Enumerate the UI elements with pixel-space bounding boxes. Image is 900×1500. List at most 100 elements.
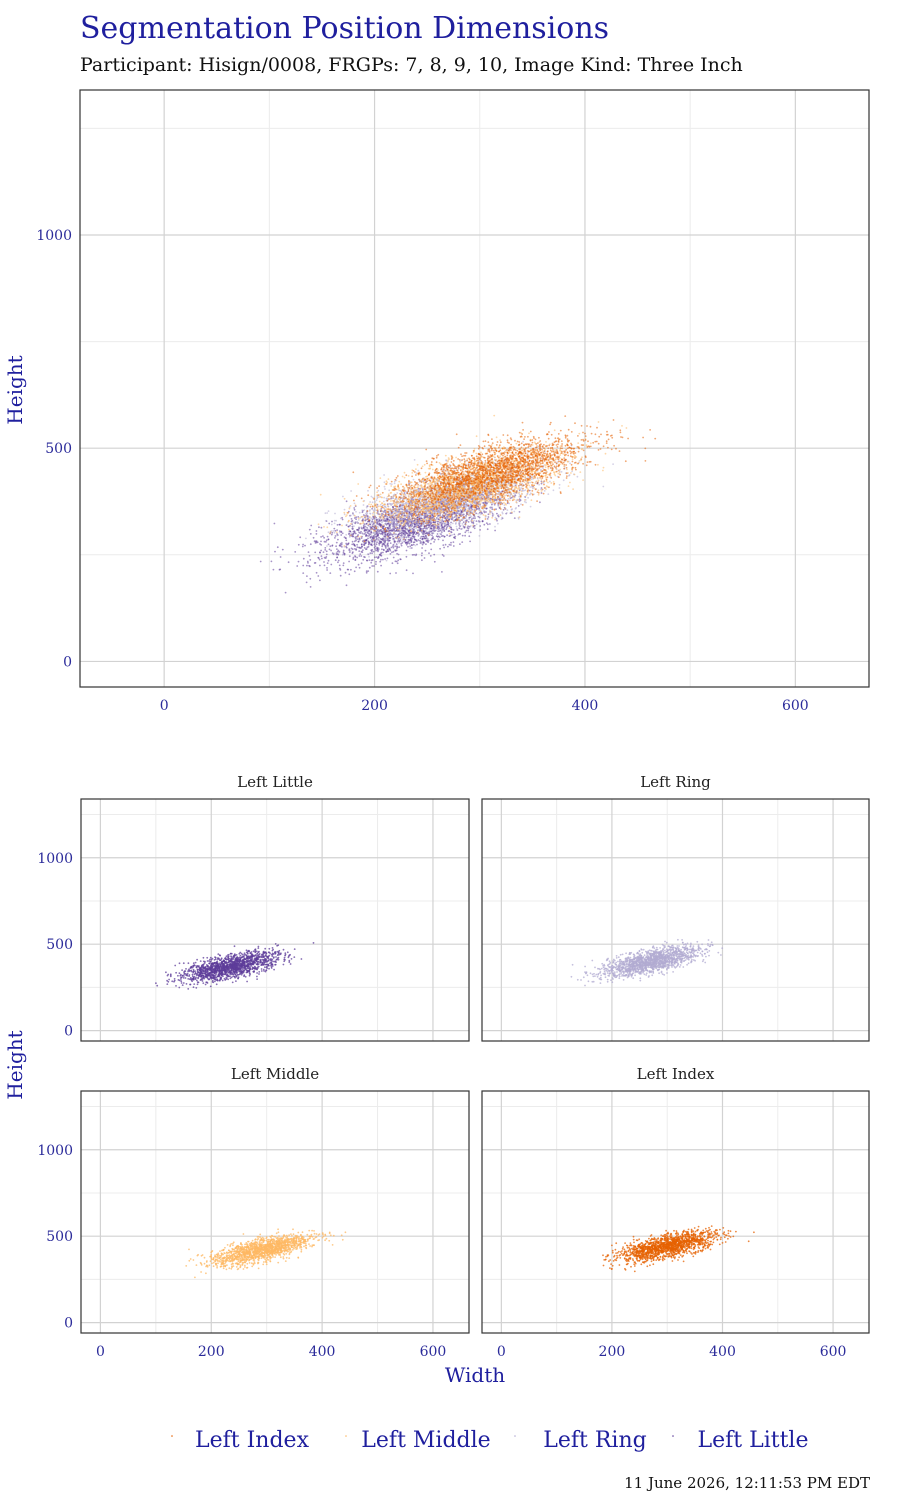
data-point bbox=[336, 529, 338, 531]
data-point bbox=[510, 508, 513, 511]
data-point bbox=[411, 518, 413, 521]
data-point bbox=[539, 501, 541, 504]
data-point bbox=[389, 519, 392, 522]
data-point bbox=[497, 515, 500, 518]
data-point bbox=[344, 571, 347, 574]
data-point bbox=[361, 551, 364, 554]
data-point bbox=[434, 521, 436, 524]
data-point bbox=[423, 463, 426, 466]
data-point bbox=[384, 539, 386, 542]
data-point bbox=[399, 510, 402, 513]
data-point bbox=[507, 498, 510, 500]
data-point bbox=[386, 520, 388, 523]
data-point bbox=[520, 503, 522, 506]
data-point bbox=[415, 553, 418, 556]
data-point bbox=[426, 538, 429, 540]
data-point bbox=[360, 537, 363, 539]
data-point bbox=[370, 534, 373, 537]
data-point bbox=[353, 532, 356, 534]
data-point bbox=[421, 543, 424, 546]
data-point bbox=[480, 506, 482, 508]
data-point bbox=[396, 562, 399, 565]
data-point bbox=[320, 526, 323, 529]
data-point bbox=[354, 559, 357, 561]
data-point bbox=[361, 527, 363, 530]
panel-background bbox=[80, 90, 869, 687]
data-point bbox=[394, 549, 396, 551]
data-point bbox=[325, 553, 328, 556]
data-point bbox=[444, 543, 447, 546]
data-point bbox=[504, 508, 507, 510]
data-point bbox=[386, 539, 388, 542]
data-point bbox=[348, 573, 351, 576]
data-point bbox=[422, 530, 425, 532]
data-point bbox=[392, 545, 394, 548]
data-point bbox=[281, 548, 284, 551]
data-point bbox=[378, 522, 381, 525]
data-point bbox=[342, 495, 344, 498]
data-point bbox=[324, 557, 327, 559]
data-point bbox=[352, 558, 355, 560]
data-point bbox=[457, 510, 459, 513]
data-point bbox=[421, 559, 423, 562]
data-point bbox=[439, 547, 441, 550]
data-point bbox=[323, 526, 325, 528]
data-point bbox=[477, 507, 480, 510]
data-point bbox=[339, 530, 341, 532]
data-point bbox=[452, 541, 455, 543]
data-point bbox=[405, 549, 408, 552]
data-point bbox=[430, 530, 432, 533]
data-point bbox=[494, 456, 496, 459]
data-point bbox=[429, 528, 431, 531]
data-point bbox=[405, 509, 408, 511]
data-point bbox=[350, 547, 353, 550]
data-point bbox=[325, 519, 327, 522]
data-point bbox=[464, 525, 467, 528]
data-point bbox=[437, 528, 440, 531]
data-point bbox=[360, 562, 363, 565]
data-point bbox=[432, 521, 435, 523]
data-point bbox=[355, 549, 357, 551]
data-point bbox=[325, 539, 328, 542]
data-point bbox=[497, 522, 499, 525]
data-point bbox=[425, 536, 428, 539]
data-point bbox=[392, 527, 395, 529]
data-point bbox=[513, 510, 516, 513]
data-point bbox=[386, 533, 389, 536]
data-point bbox=[424, 527, 427, 530]
data-point bbox=[380, 564, 382, 567]
data-point bbox=[347, 525, 350, 528]
data-point bbox=[508, 502, 511, 505]
data-point bbox=[437, 510, 440, 513]
data-point bbox=[405, 525, 408, 528]
data-point bbox=[331, 520, 333, 523]
data-point bbox=[342, 549, 345, 552]
data-point bbox=[320, 544, 323, 546]
data-point bbox=[445, 459, 447, 461]
data-point bbox=[330, 549, 332, 552]
data-point bbox=[393, 516, 396, 519]
data-point bbox=[393, 482, 396, 485]
data-point bbox=[363, 509, 366, 511]
data-point bbox=[424, 535, 427, 537]
data-point bbox=[361, 545, 363, 548]
data-point bbox=[358, 566, 361, 569]
data-point bbox=[345, 523, 348, 526]
data-point bbox=[353, 502, 356, 505]
data-point bbox=[387, 540, 390, 543]
data-point bbox=[369, 523, 371, 525]
data-point bbox=[380, 524, 382, 526]
data-point bbox=[371, 552, 373, 555]
data-point bbox=[406, 535, 409, 538]
data-point bbox=[377, 533, 379, 536]
data-point bbox=[368, 566, 371, 569]
data-point bbox=[366, 528, 369, 531]
data-point bbox=[382, 551, 384, 554]
data-point bbox=[387, 542, 389, 545]
data-point bbox=[420, 542, 423, 544]
data-point bbox=[377, 489, 380, 492]
data-point bbox=[304, 544, 306, 547]
data-point bbox=[350, 514, 352, 517]
data-point bbox=[330, 563, 333, 566]
data-point bbox=[350, 568, 352, 571]
